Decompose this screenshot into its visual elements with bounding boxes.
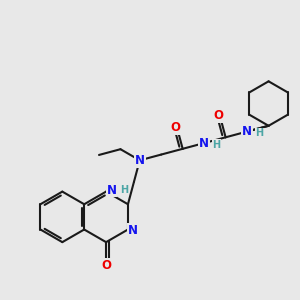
Text: N: N	[106, 184, 116, 196]
Text: O: O	[213, 109, 223, 122]
Text: H: H	[256, 128, 264, 138]
Text: H: H	[120, 185, 128, 195]
Text: N: N	[128, 224, 137, 237]
Text: O: O	[101, 259, 111, 272]
Text: N: N	[242, 125, 252, 138]
Text: O: O	[170, 121, 180, 134]
Text: H: H	[213, 140, 221, 149]
Text: N: N	[135, 154, 145, 167]
Text: N: N	[199, 136, 209, 150]
